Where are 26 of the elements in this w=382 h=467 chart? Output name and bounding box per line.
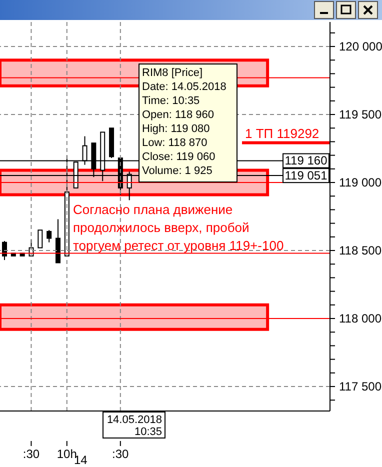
candlestick [2, 240, 7, 261]
y-tick-label: 118 500 [339, 244, 382, 258]
ref-line-label: 1 ТП 119292 [245, 126, 320, 141]
annotation: Close: 119 060 [142, 151, 216, 163]
x-tick-label: :30 [22, 447, 40, 461]
annotation: Volume: 1 925 [142, 165, 212, 177]
annotation: Согласно плана движение продолжилось вверх, пробой торгуем ретест от уровня 119+-100 [73, 202, 284, 253]
y-tick-label: 118 000 [339, 312, 382, 326]
y-tick-label: 117 500 [339, 380, 382, 394]
annotation: Open: 118 960 [142, 109, 214, 121]
text: 14.05.2018 10:35 [106, 414, 162, 438]
y-tick-label: 119 000 [339, 175, 382, 190]
annotation: RIM8 [Price] [142, 67, 203, 79]
x-tick-label: :30 [112, 447, 130, 461]
text: 14 [74, 453, 88, 467]
annotation: Time: 10:35 [142, 95, 200, 107]
annotation: Low: 118 870 [142, 137, 208, 149]
y-tick-label: 120 000 [339, 39, 382, 54]
candlestick [38, 230, 43, 248]
y-tick-label: 119 500 [339, 107, 382, 122]
annotation: High: 119 080 [142, 123, 210, 135]
candlestick [46, 230, 52, 243]
annotation: Date: 14.05.2018 [142, 81, 226, 93]
ref-line-label: 119 051 [284, 168, 328, 183]
x-tick-label: 10h [56, 447, 77, 461]
ref-line-label: 119 160 [284, 154, 328, 168]
